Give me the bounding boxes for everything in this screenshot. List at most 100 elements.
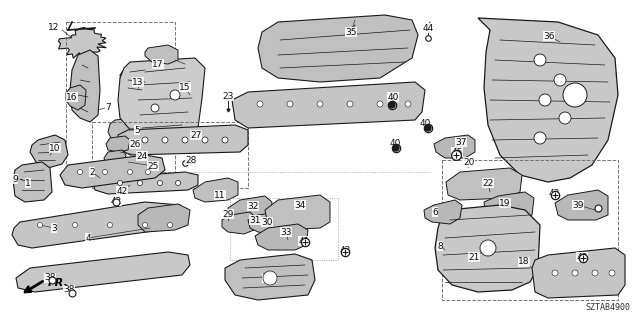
Text: 40: 40	[389, 139, 401, 148]
Polygon shape	[434, 135, 475, 158]
Circle shape	[175, 180, 180, 186]
Polygon shape	[435, 205, 540, 292]
Polygon shape	[248, 212, 285, 234]
Text: 10: 10	[49, 143, 61, 153]
Circle shape	[257, 101, 263, 107]
Circle shape	[222, 137, 228, 143]
Text: 21: 21	[468, 252, 480, 261]
Text: SZTAB4900: SZTAB4900	[585, 303, 630, 312]
Text: 12: 12	[48, 22, 60, 31]
Polygon shape	[104, 150, 126, 167]
Text: 42: 42	[116, 187, 127, 196]
Text: 41: 41	[298, 236, 310, 245]
Circle shape	[425, 125, 431, 131]
Text: 20: 20	[463, 157, 475, 166]
Circle shape	[389, 102, 395, 108]
Text: 18: 18	[518, 258, 530, 267]
Polygon shape	[555, 190, 608, 220]
Circle shape	[168, 222, 173, 228]
Circle shape	[202, 137, 208, 143]
Polygon shape	[222, 212, 256, 234]
Text: 8: 8	[437, 242, 443, 251]
Text: FR.: FR.	[48, 278, 68, 288]
Circle shape	[559, 112, 571, 124]
Circle shape	[142, 137, 148, 143]
Circle shape	[102, 170, 108, 174]
Text: 40: 40	[419, 118, 431, 127]
Circle shape	[118, 180, 122, 186]
Circle shape	[77, 170, 83, 174]
Text: 34: 34	[294, 201, 306, 210]
Circle shape	[572, 270, 578, 276]
Polygon shape	[118, 125, 248, 155]
Text: 7: 7	[105, 102, 111, 111]
Circle shape	[554, 74, 566, 86]
Text: 43: 43	[576, 252, 588, 261]
Circle shape	[539, 94, 551, 106]
Circle shape	[182, 137, 188, 143]
Text: 45: 45	[451, 148, 463, 156]
Circle shape	[138, 180, 143, 186]
Text: 31: 31	[249, 215, 260, 225]
Polygon shape	[193, 178, 238, 202]
Polygon shape	[138, 204, 190, 232]
Text: 33: 33	[280, 228, 292, 236]
Circle shape	[108, 222, 113, 228]
Text: 15: 15	[179, 83, 191, 92]
Text: 27: 27	[190, 131, 202, 140]
Circle shape	[151, 104, 159, 112]
Text: 24: 24	[136, 151, 148, 161]
Text: 38: 38	[63, 285, 75, 294]
Text: 17: 17	[152, 60, 164, 68]
Polygon shape	[16, 252, 190, 292]
Text: 1: 1	[25, 179, 31, 188]
Text: 11: 11	[214, 190, 226, 199]
Circle shape	[170, 90, 180, 100]
Polygon shape	[225, 254, 315, 300]
Polygon shape	[108, 118, 148, 145]
Polygon shape	[120, 62, 168, 95]
Text: 35: 35	[345, 28, 356, 36]
Text: 9: 9	[12, 174, 18, 183]
Polygon shape	[12, 202, 184, 248]
Circle shape	[127, 170, 132, 174]
Polygon shape	[58, 28, 106, 60]
Text: 29: 29	[222, 210, 234, 219]
Text: 6: 6	[432, 207, 438, 217]
Polygon shape	[110, 160, 132, 172]
Circle shape	[317, 101, 323, 107]
Text: 25: 25	[147, 162, 159, 171]
Text: 4: 4	[85, 234, 91, 243]
Circle shape	[72, 222, 77, 228]
Text: 44: 44	[422, 23, 434, 33]
Circle shape	[143, 222, 147, 228]
Circle shape	[393, 145, 399, 151]
Circle shape	[145, 170, 150, 174]
Text: 26: 26	[129, 140, 141, 148]
Text: 3: 3	[51, 223, 57, 233]
Text: 19: 19	[499, 198, 511, 207]
Polygon shape	[106, 136, 130, 152]
Polygon shape	[13, 162, 52, 202]
Polygon shape	[446, 168, 522, 200]
Text: 43: 43	[339, 245, 351, 254]
Text: 22: 22	[483, 179, 493, 188]
Text: 23: 23	[222, 92, 234, 100]
Circle shape	[347, 101, 353, 107]
Text: 37: 37	[455, 138, 467, 147]
Polygon shape	[255, 224, 308, 250]
Text: 2: 2	[89, 167, 95, 177]
Text: 36: 36	[543, 31, 555, 41]
Circle shape	[609, 270, 615, 276]
Text: 16: 16	[67, 92, 77, 101]
Text: 42: 42	[110, 196, 122, 205]
Polygon shape	[60, 155, 165, 188]
Text: 39: 39	[572, 201, 584, 210]
Polygon shape	[30, 135, 68, 168]
Circle shape	[377, 101, 383, 107]
Circle shape	[563, 83, 587, 107]
Circle shape	[552, 270, 558, 276]
Text: 38: 38	[44, 274, 56, 283]
Polygon shape	[424, 200, 462, 224]
Circle shape	[263, 271, 277, 285]
